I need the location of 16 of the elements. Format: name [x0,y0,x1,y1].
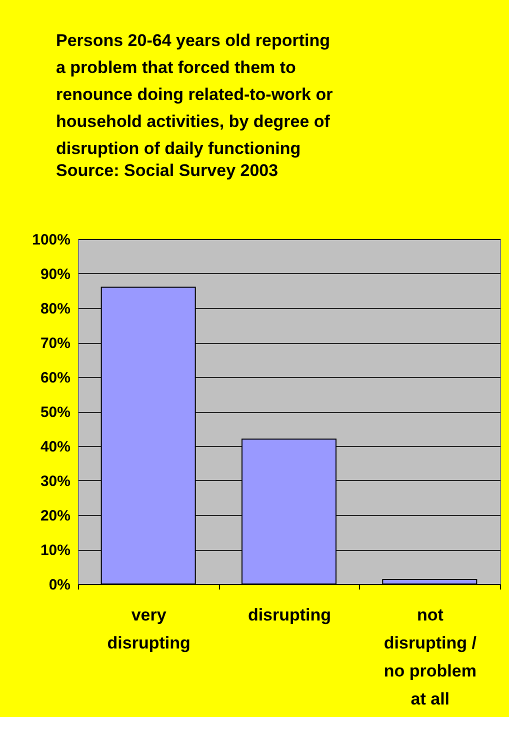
y-tick-label: 10% [40,542,70,559]
chart-title: Persons 20-64 years old reporting a problem that forced them to renounce doing related-to-work or household activities, by degree of disruption of daily functioning [56,31,334,158]
x-tick-label: disrupting [248,606,332,624]
x-tick-label: very disrupting [107,606,190,652]
source-note: Source: Social Survey 2003 [56,161,278,180]
y-tick-label: 40% [40,438,70,456]
y-tick-label: 80% [40,300,70,318]
y-tick-label: 30% [40,473,70,490]
y-tick-label: 60% [40,370,70,386]
y-tick-label: 100% [32,232,70,248]
y-tick-label: 20% [40,508,70,524]
y-tick-label: 0% [48,576,70,594]
x-tick-label: not disrupting / no problem at all [384,606,477,708]
y-tick-label: 70% [40,335,70,352]
y-tick-label: 50% [40,404,70,421]
y-tick-label: 90% [40,266,70,283]
